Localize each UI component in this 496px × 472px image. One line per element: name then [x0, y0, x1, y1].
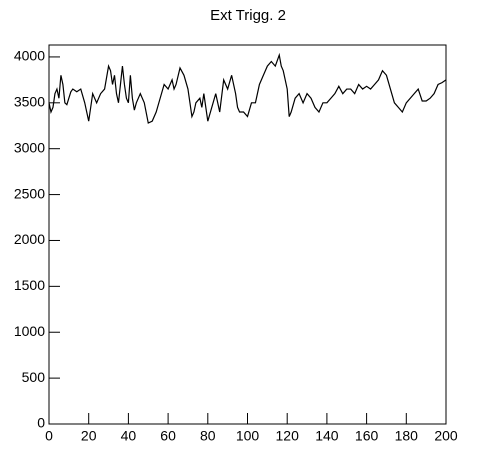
x-tick-label: 140 — [315, 428, 339, 444]
data-line — [48, 52, 447, 124]
x-tick-label: 0 — [45, 428, 53, 444]
y-tick-label: 3500 — [14, 94, 45, 110]
x-tick-label: 200 — [434, 428, 458, 444]
y-tick-label: 1500 — [14, 277, 45, 293]
x-tick-label: 60 — [160, 428, 176, 444]
y-tick-label: 500 — [22, 369, 46, 385]
y-tick-label: 3000 — [14, 139, 45, 155]
chart-title: Ext Trigg. 2 — [210, 7, 286, 24]
y-tick-label: 1000 — [14, 323, 45, 339]
x-tick-label: 80 — [200, 428, 216, 444]
y-tick-label: 2500 — [14, 185, 45, 201]
x-tick-label: 160 — [355, 428, 379, 444]
y-tick-label: 0 — [37, 415, 45, 431]
x-tick-label: 20 — [81, 428, 97, 444]
x-tick-label: 120 — [276, 428, 300, 444]
x-tick-label: 40 — [121, 428, 137, 444]
x-tick-label: 100 — [236, 428, 260, 444]
x-tick-label: 180 — [395, 428, 419, 444]
y-tick-label: 4000 — [14, 48, 45, 64]
y-tick-label: 2000 — [14, 231, 45, 247]
